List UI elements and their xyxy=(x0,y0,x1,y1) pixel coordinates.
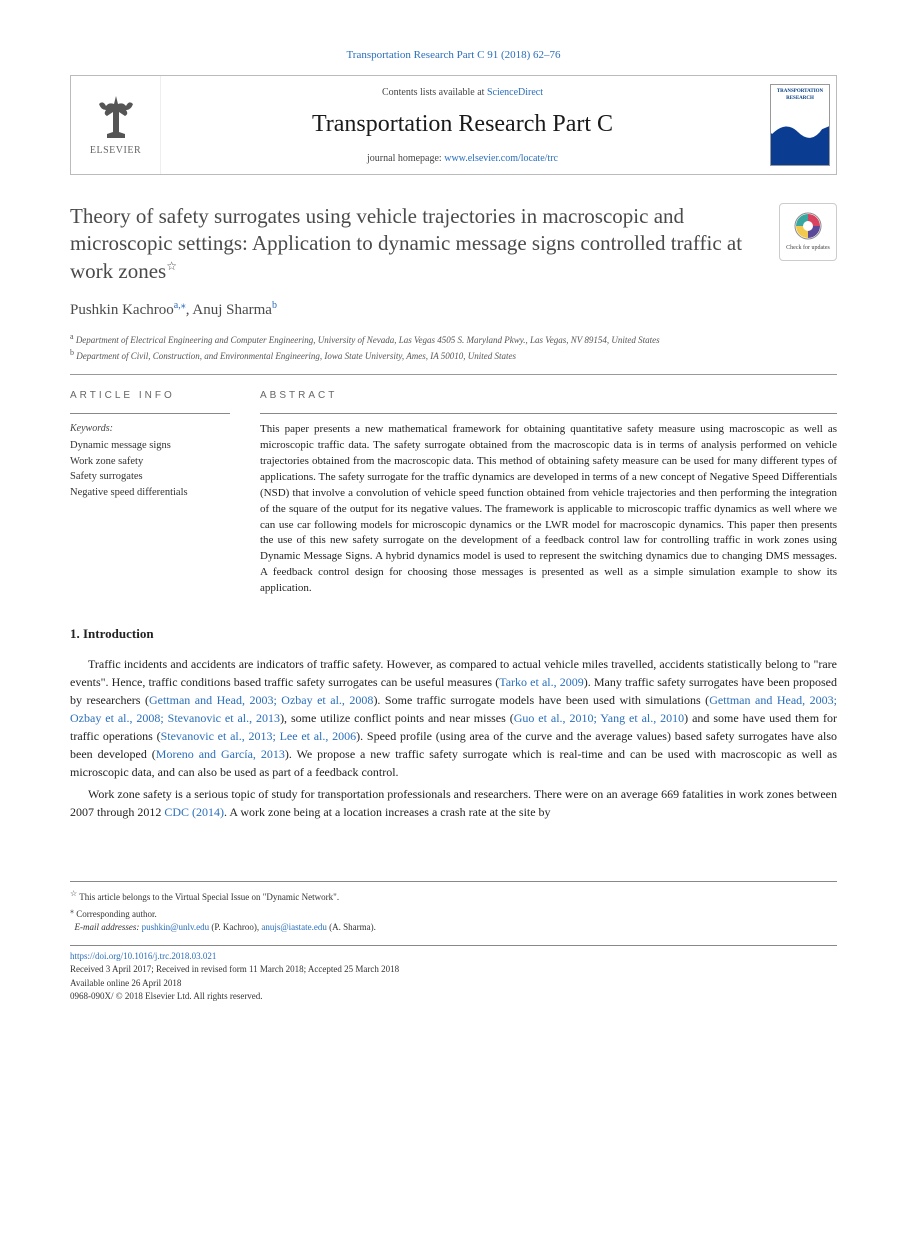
doi-block: https://doi.org/10.1016/j.trc.2018.03.02… xyxy=(70,945,837,1004)
ref-link[interactable]: Tarko et al., 2009 xyxy=(499,675,584,689)
info-rule xyxy=(70,413,230,414)
email2-who: (A. Sharma). xyxy=(327,922,376,932)
p1-d: ), some utilize conflict points and near… xyxy=(280,711,514,725)
doi-link[interactable]: https://doi.org/10.1016/j.trc.2018.03.02… xyxy=(70,951,216,961)
journal-cover-cell: TRANSPORTATION RESEARCH xyxy=(764,76,836,174)
footnote-star-text: This article belongs to the Virtual Spec… xyxy=(77,892,339,902)
elsevier-label: ELSEVIER xyxy=(90,144,141,158)
elsevier-tree-icon xyxy=(91,92,141,142)
available-online: Available online 26 April 2018 xyxy=(70,977,837,991)
intro-para-2: Work zone safety is a serious topic of s… xyxy=(70,785,837,821)
info-abstract-row: ARTICLE INFO Keywords: Dynamic message s… xyxy=(70,389,837,597)
check-updates-badge[interactable]: Check for updates xyxy=(779,203,837,261)
authors: Pushkin Kachrooa,⁎, Anuj Sharmab xyxy=(70,299,837,321)
affiliations: a Department of Electrical Engineering a… xyxy=(70,331,837,364)
copyright: 0968-090X/ © 2018 Elsevier Ltd. All righ… xyxy=(70,990,837,1004)
elsevier-logo-cell: ELSEVIER xyxy=(71,76,161,174)
footnote-emails: E-mail addresses: pushkin@unlv.edu (P. K… xyxy=(70,921,837,935)
keyword: Work zone safety xyxy=(70,454,230,470)
cover-title: TRANSPORTATION RESEARCH xyxy=(771,85,829,102)
email1-who: (P. Kachroo), xyxy=(209,922,261,932)
check-updates-label: Check for updates xyxy=(786,244,830,252)
abstract-text: This paper presents a new mathematical f… xyxy=(260,422,837,597)
ref-link[interactable]: Stevanovic et al., 2013; Lee et al., 200… xyxy=(161,729,357,743)
title-footnote-star: ☆ xyxy=(166,259,177,273)
email-link-1[interactable]: pushkin@unlv.edu xyxy=(142,922,209,932)
rule-1 xyxy=(70,374,837,375)
affiliation-b: b Department of Civil, Construction, and… xyxy=(70,347,837,364)
page-container: Transportation Research Part C 91 (2018)… xyxy=(0,0,907,1044)
article-title: Theory of safety surrogates using vehicl… xyxy=(70,203,763,285)
keywords-label: Keywords: xyxy=(70,422,230,436)
author-1-aff: a, xyxy=(174,300,181,311)
article-history: Received 3 April 2017; Received in revis… xyxy=(70,963,837,977)
article-info-heading: ARTICLE INFO xyxy=(70,389,230,403)
footnote-corresponding: ⁎ Corresponding author. xyxy=(70,905,837,922)
keyword: Safety surrogates xyxy=(70,469,230,485)
ref-link[interactable]: Gettman and Head, 2003; Ozbay et al., 20… xyxy=(149,693,373,707)
section-heading-intro: 1. Introduction xyxy=(70,625,837,643)
header-center: Contents lists available at ScienceDirec… xyxy=(161,76,764,174)
homepage-prefix: journal homepage: xyxy=(367,153,444,164)
email-link-2[interactable]: anujs@iastate.edu xyxy=(261,922,327,932)
ref-link[interactable]: CDC (2014) xyxy=(164,805,224,819)
abstract: ABSTRACT This paper presents a new mathe… xyxy=(260,389,837,597)
affiliation-b-text: Department of Civil, Construction, and E… xyxy=(76,351,516,361)
title-row: Theory of safety surrogates using vehicl… xyxy=(70,203,837,285)
footnote-corr-text: Corresponding author. xyxy=(74,909,157,919)
homepage-line: journal homepage: www.elsevier.com/locat… xyxy=(171,152,754,166)
abstract-heading: ABSTRACT xyxy=(260,389,837,403)
p2-b: . A work zone being at a location increa… xyxy=(224,805,551,819)
email-label: E-mail addresses: xyxy=(75,922,142,932)
keyword: Negative speed differentials xyxy=(70,485,230,501)
sciencedirect-link[interactable]: ScienceDirect xyxy=(487,87,543,98)
ref-link[interactable]: Guo et al., 2010; Yang et al., 2010 xyxy=(514,711,684,725)
check-updates-icon xyxy=(793,211,823,241)
affiliation-a-text: Department of Electrical Engineering and… xyxy=(76,335,660,345)
affiliation-a: a Department of Electrical Engineering a… xyxy=(70,331,837,348)
journal-header: ELSEVIER Contents lists available at Sci… xyxy=(70,75,837,175)
article-info: ARTICLE INFO Keywords: Dynamic message s… xyxy=(70,389,230,597)
top-citation-link[interactable]: Transportation Research Part C 91 (2018)… xyxy=(346,49,560,61)
contents-prefix: Contents lists available at xyxy=(382,87,487,98)
p1-c: ). Some traffic surrogate models have be… xyxy=(373,693,709,707)
author-2: Anuj Sharma xyxy=(192,302,272,318)
top-citation: Transportation Research Part C 91 (2018)… xyxy=(70,48,837,63)
journal-name: Transportation Research Part C xyxy=(171,108,754,142)
footnote-special-issue: ☆ This article belongs to the Virtual Sp… xyxy=(70,888,837,905)
footnotes: ☆ This article belongs to the Virtual Sp… xyxy=(70,881,837,935)
journal-cover-thumb: TRANSPORTATION RESEARCH xyxy=(770,84,830,166)
cover-wave-icon xyxy=(771,113,830,165)
abstract-rule xyxy=(260,413,837,414)
author-2-aff: b xyxy=(272,300,277,311)
contents-line: Contents lists available at ScienceDirec… xyxy=(171,86,754,100)
intro-para-1: Traffic incidents and accidents are indi… xyxy=(70,655,837,781)
keyword: Dynamic message signs xyxy=(70,438,230,454)
author-1: Pushkin Kachroo xyxy=(70,302,174,318)
homepage-link[interactable]: www.elsevier.com/locate/trc xyxy=(444,153,558,164)
ref-link[interactable]: Moreno and García, 2013 xyxy=(156,747,285,761)
